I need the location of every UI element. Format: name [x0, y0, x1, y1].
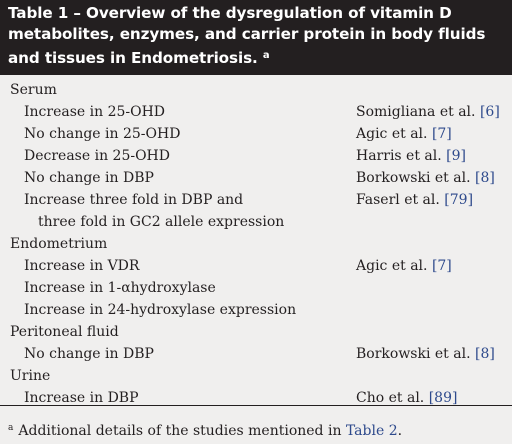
table-title: Table 1 – Overview of the dysregulation …	[0, 0, 512, 75]
section-label: Endometrium	[10, 236, 108, 252]
table-body: Serum Increase in 25-OHD Somigliana et al.…	[0, 75, 512, 406]
finding-label: Decrease in 25-OHD	[24, 148, 170, 164]
section-label: Urine	[10, 368, 51, 384]
reference-author: Harris et al.	[356, 148, 442, 164]
citation-link[interactable]: [8]	[475, 346, 495, 362]
finding-label: Increase in 1-αhydroxylase	[24, 280, 216, 296]
table-row: No change in 25-OHD Agic et al. [7]	[0, 123, 512, 145]
reference-author: Cho et al.	[356, 390, 425, 406]
title-line-3: and tissues in Endometriosis.	[8, 49, 258, 67]
reference-cell: Borkowski et al. [8]	[356, 343, 495, 365]
table-footnote: a Additional details of the studies menti…	[8, 418, 402, 441]
title-line-1: Table 1 – Overview of the dysregulation …	[8, 4, 452, 22]
finding-label: No change in DBP	[24, 346, 154, 362]
reference-cell: Cho et al. [89]	[356, 387, 457, 409]
table-row: Increase in VDR Agic et al. [7]	[0, 255, 512, 277]
title-footnote-mark: a	[262, 50, 270, 61]
reference-author: Agic et al.	[356, 258, 428, 274]
reference-cell: Somigliana et al. [6]	[356, 101, 500, 123]
finding-label: No change in 25-OHD	[24, 126, 181, 142]
reference-cell: Harris et al. [9]	[356, 145, 466, 167]
table-row: Increase in DBP Cho et al. [89]	[0, 387, 512, 409]
table-row: No change in DBP Borkowski et al. [8]	[0, 167, 512, 189]
finding-label: No change in DBP	[24, 170, 154, 186]
table-row: Decrease in 25-OHD Harris et al. [9]	[0, 145, 512, 167]
finding-label: Increase in DBP	[24, 390, 139, 406]
table-section-row: Serum	[0, 79, 512, 101]
footnote-table-link[interactable]: Table 2	[345, 423, 398, 439]
section-label: Peritoneal fluid	[10, 324, 119, 340]
table-section-row: Peritoneal fluid	[0, 321, 512, 343]
reference-cell: Agic et al. [7]	[356, 123, 452, 145]
citation-link[interactable]: [7]	[431, 258, 452, 274]
reference-author: Faserl et al.	[356, 192, 440, 208]
finding-label: Increase in 25-OHD	[24, 104, 166, 120]
footnote-divider	[0, 405, 512, 406]
reference-author: Borkowski et al.	[356, 170, 471, 186]
reference-author: Somigliana et al.	[356, 104, 476, 120]
table-row: Increase three fold in DBP and Faserl et …	[0, 189, 512, 211]
section-label: Serum	[10, 82, 57, 98]
finding-label: Increase three fold in DBP and	[24, 192, 244, 208]
citation-link[interactable]: [89]	[428, 390, 458, 406]
table-row: Increase in 24-hydroxylase expression	[0, 299, 512, 321]
reference-author: Agic et al.	[356, 126, 428, 142]
table-row: Increase in 1-αhydroxylase	[0, 277, 512, 299]
reference-cell: Borkowski et al. [8]	[356, 167, 495, 189]
reference-cell: Faserl et al. [79]	[356, 189, 473, 211]
finding-label: three fold in GC2 allele expression	[38, 214, 285, 230]
footnote-text: Additional details of the studies mentio…	[18, 423, 342, 439]
citation-link[interactable]: [7]	[431, 126, 452, 142]
table-row: three fold in GC2 allele expression	[0, 211, 512, 233]
footnote-period: .	[397, 423, 403, 439]
table-section-row: Urine	[0, 365, 512, 387]
table-section-row: Endometrium	[0, 233, 512, 255]
table-row: No change in DBP Borkowski et al. [8]	[0, 343, 512, 365]
citation-link[interactable]: [8]	[475, 170, 495, 186]
citation-link[interactable]: [6]	[479, 104, 500, 120]
reference-author: Borkowski et al.	[356, 346, 471, 362]
finding-label: Increase in 24-hydroxylase expression	[24, 302, 297, 318]
table-row: Increase in 25-OHD Somigliana et al. [6]	[0, 101, 512, 123]
title-line-2: metabolites, enzymes, and carrier protei…	[8, 25, 486, 43]
citation-link[interactable]: [9]	[446, 148, 466, 164]
citation-link[interactable]: [79]	[444, 192, 474, 208]
reference-cell: Agic et al. [7]	[356, 255, 452, 277]
footnote-mark: a	[8, 423, 14, 433]
finding-label: Increase in VDR	[24, 258, 140, 274]
